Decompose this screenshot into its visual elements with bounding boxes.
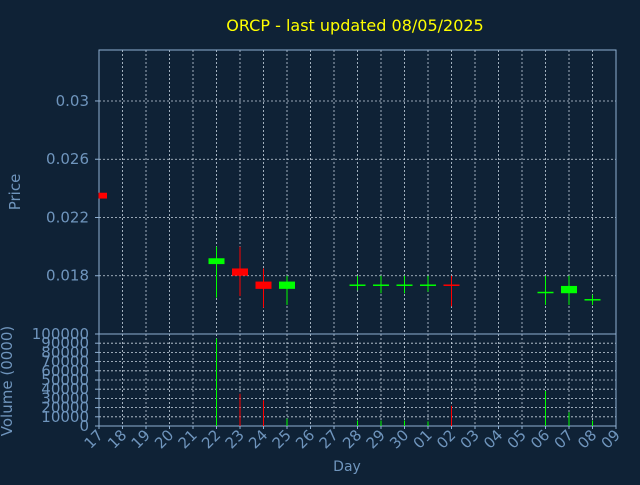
price-tick-label: 0.026 — [46, 150, 89, 168]
x-tick-label: 27 — [316, 426, 342, 452]
volume-tick-label: 70000 — [41, 353, 89, 371]
candle-body — [349, 284, 366, 286]
x-tick-label: 26 — [292, 426, 318, 452]
x-tick-label: 19 — [128, 426, 154, 452]
price-tick-label: 0.022 — [46, 208, 89, 226]
candle-body — [255, 281, 272, 289]
volume-tick-label: 50000 — [41, 371, 89, 389]
x-tick-label: 29 — [363, 426, 389, 452]
chart-title: ORCP - last updated 08/05/2025 — [226, 16, 483, 35]
x-tick-label: 23 — [222, 426, 248, 452]
price-tick-label: 0.03 — [56, 92, 89, 110]
candle-body — [99, 192, 107, 199]
candle-body — [420, 284, 436, 286]
volume-panel: 0100002000030000400005000060000700008000… — [32, 325, 617, 435]
candle-body — [208, 258, 225, 265]
x-tick-label: 20 — [151, 426, 177, 452]
candle-body — [537, 291, 554, 294]
x-tick-label: 24 — [245, 426, 271, 452]
volume-tick-label: 100000 — [32, 325, 89, 343]
x-tick-label: 21 — [175, 426, 201, 452]
candle-body — [279, 281, 295, 289]
x-tick-label: 22 — [198, 426, 224, 452]
volume-tick-label: 10000 — [41, 408, 89, 426]
x-tick-label: 09 — [598, 426, 624, 452]
x-axis: 1718192021222324252627282930010203040506… — [81, 426, 624, 452]
volume-tick-label: 40000 — [41, 380, 89, 398]
volume-tick-label: 80000 — [41, 343, 89, 361]
x-tick-label: 05 — [504, 426, 530, 452]
x-axis-label: Day — [333, 459, 361, 475]
price-axis-label: Price — [6, 174, 24, 211]
volume-tick-label: 60000 — [41, 362, 89, 380]
x-tick-label: 03 — [457, 426, 483, 452]
candle-body — [396, 284, 413, 286]
x-tick-label: 04 — [480, 426, 506, 452]
volume-tick-label: 20000 — [41, 399, 89, 417]
x-tick-label: 25 — [269, 426, 295, 452]
price-panel: 0.018 0.022 0.026 0.03 — [46, 49, 617, 335]
candle-body — [584, 299, 601, 301]
x-tick-label: 08 — [574, 426, 600, 452]
x-tick-label: 07 — [551, 426, 577, 452]
x-tick-label: 02 — [433, 426, 459, 452]
candle-body — [561, 285, 577, 294]
volume-tick-label: 30000 — [41, 389, 89, 407]
x-tick-label: 06 — [527, 426, 553, 452]
volume-axis-label: Volume (0000) — [0, 326, 16, 436]
x-tick-label: 01 — [410, 426, 436, 452]
x-tick-label: 28 — [339, 426, 365, 452]
volume-tick-label: 0 — [79, 417, 89, 435]
candle-body — [443, 284, 460, 286]
volume-tick-label: 90000 — [41, 334, 89, 352]
x-tick-label: 18 — [104, 426, 130, 452]
candle-body — [232, 268, 248, 276]
x-tick-label: 30 — [386, 426, 412, 452]
price-tick-label: 0.018 — [46, 267, 89, 285]
candle-body — [373, 284, 389, 286]
